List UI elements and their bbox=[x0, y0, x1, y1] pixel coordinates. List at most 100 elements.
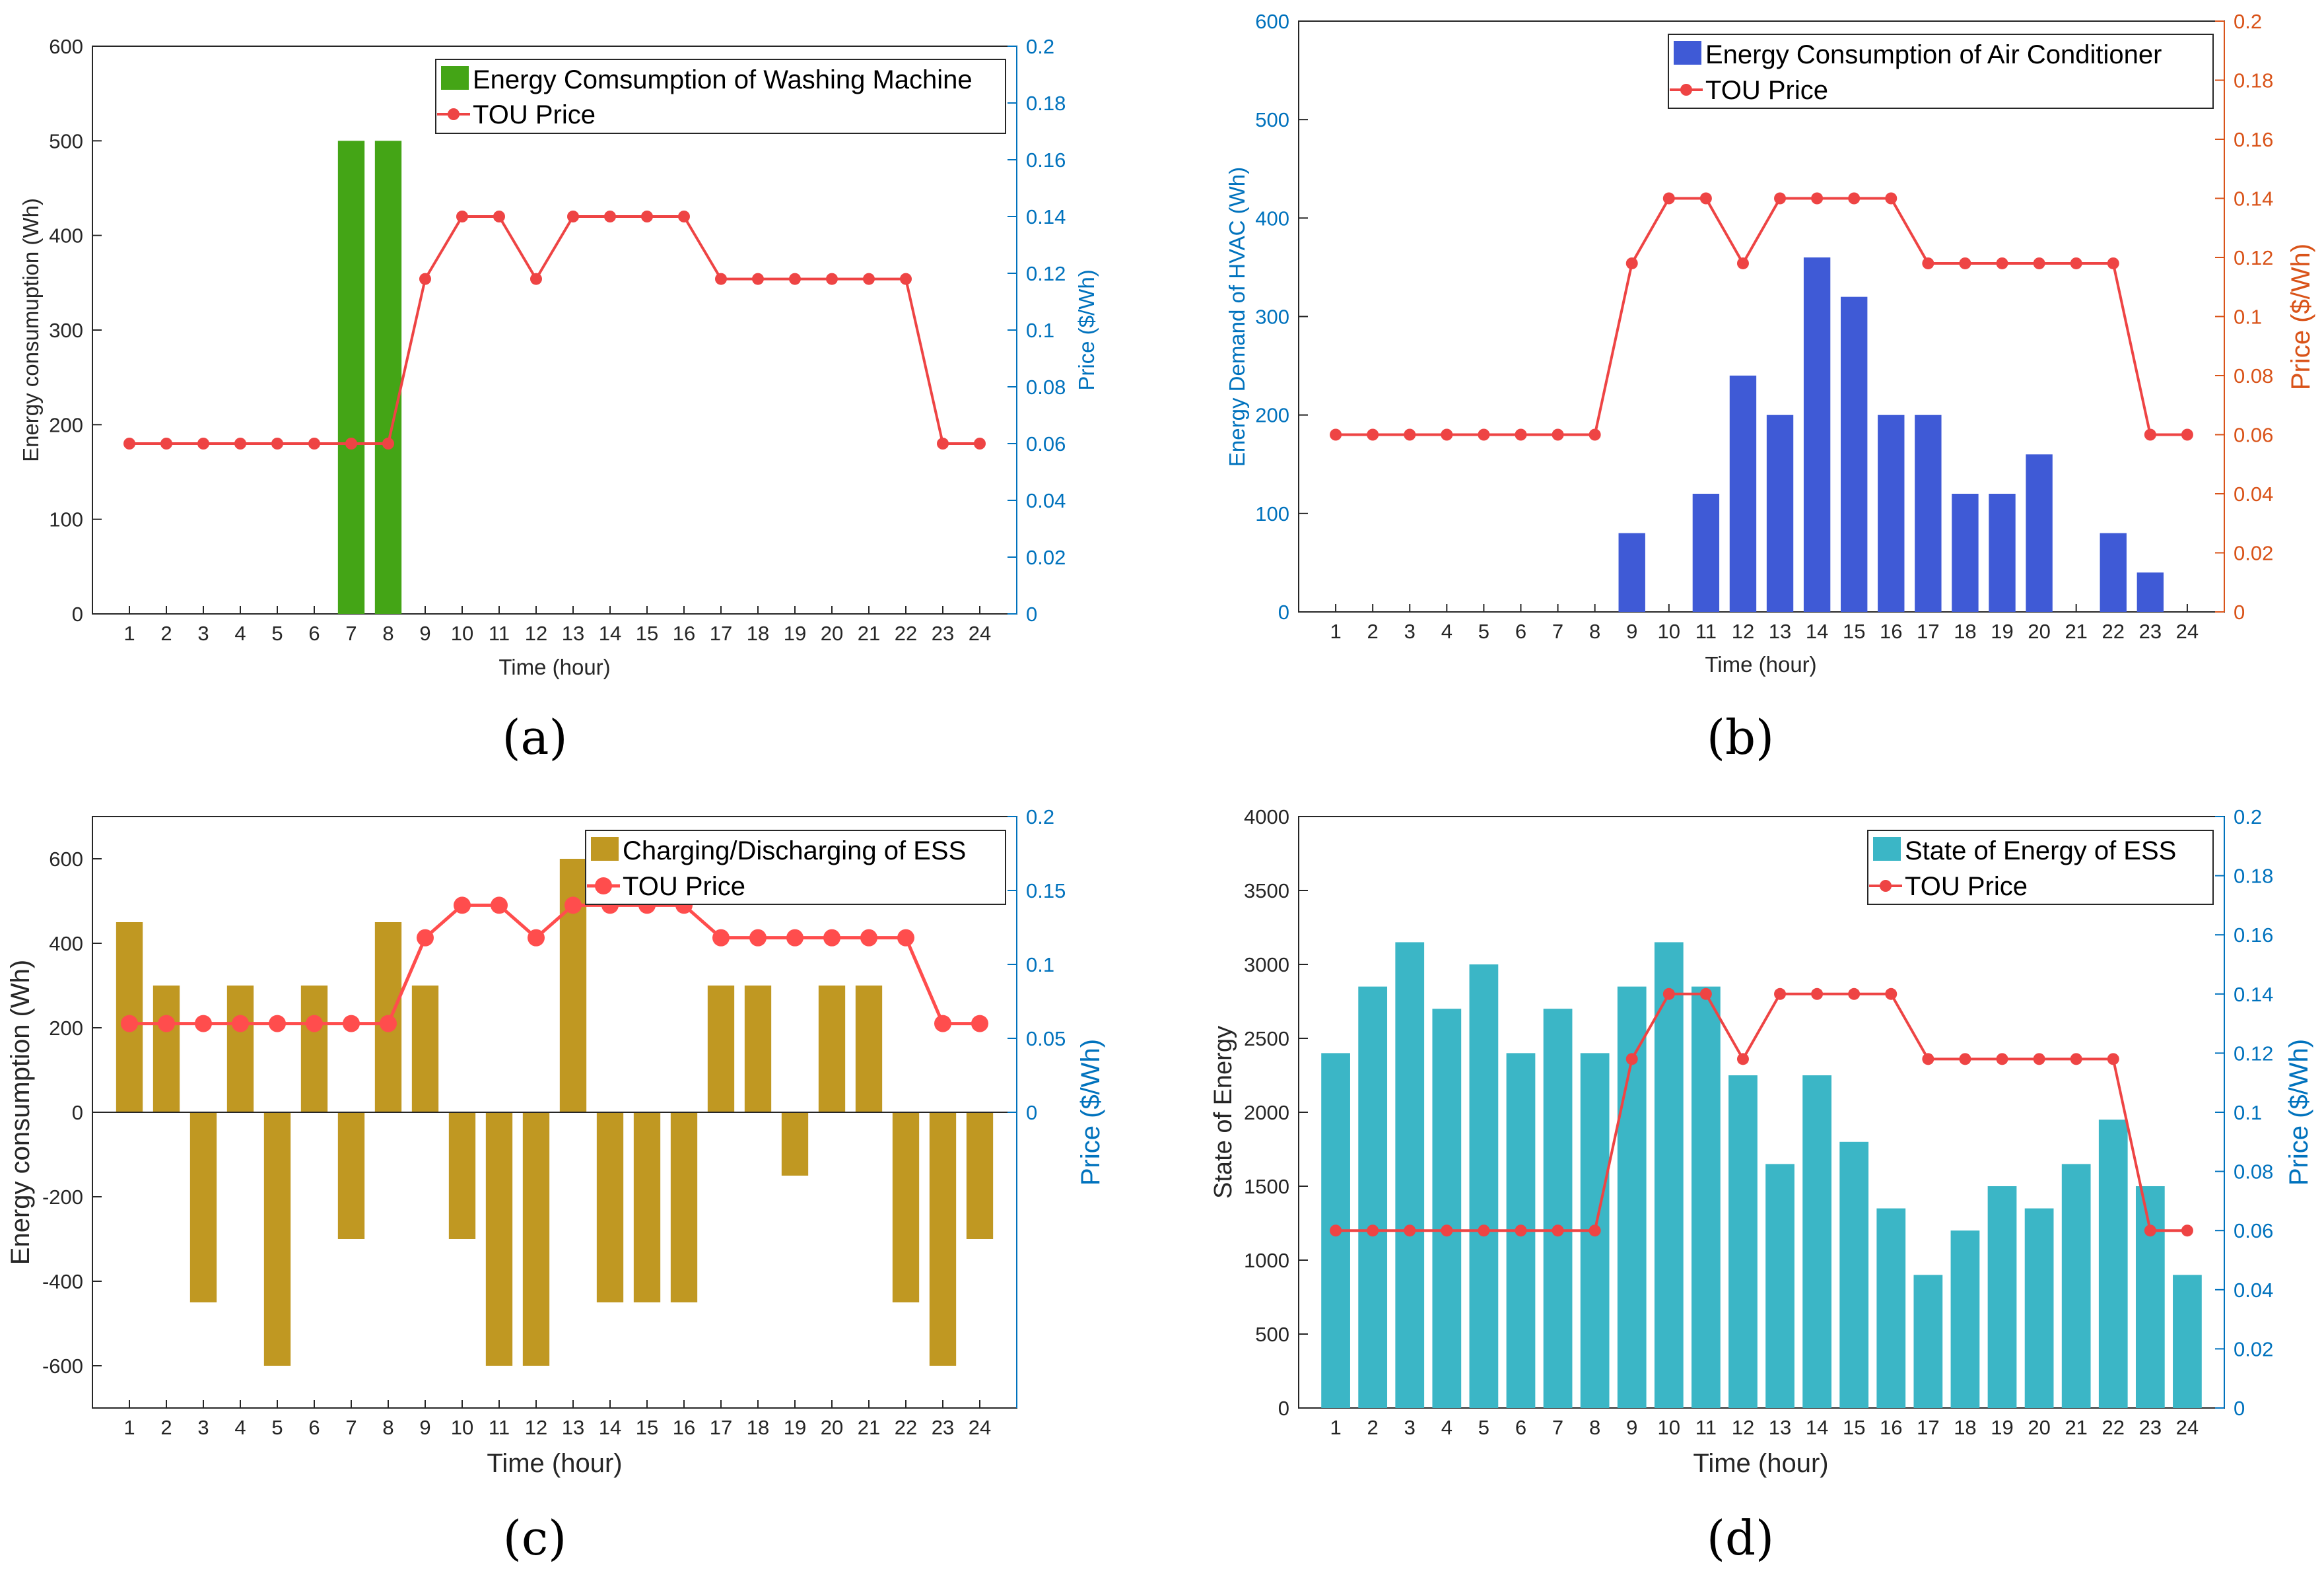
x-tick-label: 12 bbox=[525, 1416, 547, 1439]
x-tick-label: 14 bbox=[599, 1416, 621, 1439]
x-tick-label: 21 bbox=[2065, 1416, 2087, 1439]
bar bbox=[596, 1112, 624, 1302]
price-point bbox=[1736, 257, 1749, 269]
price-point bbox=[786, 929, 803, 947]
y2-tick-label: 0.18 bbox=[2234, 69, 2273, 92]
x-tick-label: 1 bbox=[1330, 620, 1341, 643]
x-tick-label: 12 bbox=[1732, 1416, 1754, 1439]
x-ticks: 1 2 3 4 5 6 7 8 9 10 11 12 13 14 15 16 17 18 19 20 21 22 23 24 bbox=[1330, 604, 2199, 643]
price-line-series bbox=[123, 211, 986, 450]
y2-tick-label: 0.02 bbox=[2234, 542, 2273, 565]
price-point bbox=[1552, 1224, 1564, 1237]
y2-tick-label: 0.2 bbox=[1026, 805, 1054, 828]
y2-tick-label: 0.2 bbox=[2234, 10, 2262, 33]
x-tick-label: 21 bbox=[858, 622, 880, 645]
x-tick-label: 6 bbox=[308, 622, 320, 645]
price-point bbox=[1699, 988, 1712, 1000]
legend: State of Energy of ESS TOU Price bbox=[1867, 830, 2214, 905]
bar bbox=[1989, 494, 2016, 612]
x-tick-label: 17 bbox=[1917, 620, 1939, 643]
y-tick-label: 300 bbox=[1255, 306, 1289, 329]
panel-caption: (c) bbox=[503, 1510, 567, 1566]
price-point bbox=[1478, 1224, 1490, 1237]
x-tick-label: 5 bbox=[1478, 620, 1489, 643]
x-tick-label: 2 bbox=[1367, 620, 1379, 643]
x-tick-label: 15 bbox=[1843, 1416, 1865, 1439]
legend-line-marker bbox=[595, 877, 612, 894]
y-axis-label: State of Energy bbox=[1210, 1026, 1237, 1199]
legend: Energy Comsumption of Washing Machine TO… bbox=[435, 59, 1006, 134]
x-tick-label: 20 bbox=[2028, 620, 2050, 643]
price-point bbox=[712, 929, 730, 947]
bar bbox=[2135, 1186, 2165, 1408]
bar bbox=[892, 1112, 920, 1302]
legend-box bbox=[435, 59, 1006, 134]
price-point bbox=[1699, 192, 1712, 205]
bar-series bbox=[337, 141, 402, 615]
x-tick-label: 16 bbox=[673, 622, 695, 645]
panel-caption: (b) bbox=[1707, 710, 1774, 765]
price-point bbox=[528, 929, 545, 947]
y2-tick-label: 0.12 bbox=[2234, 1042, 2273, 1065]
y-tick-label: 600 bbox=[1255, 10, 1289, 33]
price-point bbox=[752, 273, 764, 285]
legend-bar-swatch bbox=[441, 66, 469, 90]
y2-axis-label: Price ($/Wh) bbox=[1076, 1039, 1105, 1186]
y2-tick-label: 0.16 bbox=[1026, 149, 1066, 172]
price-point bbox=[749, 929, 767, 947]
x-tick-label: 11 bbox=[489, 622, 510, 645]
y-tick-label: 4000 bbox=[1244, 805, 1289, 828]
price-point bbox=[2033, 257, 2045, 269]
bar bbox=[744, 986, 772, 1112]
x-tick-label: 15 bbox=[636, 622, 658, 645]
x-tick-label: 23 bbox=[2139, 1416, 2162, 1439]
y2-tick-label: 0.04 bbox=[1026, 489, 1066, 512]
y2-tick-label: 0 bbox=[2234, 601, 2245, 624]
y2-tick-label: 0.08 bbox=[2234, 364, 2273, 387]
price-point bbox=[2070, 1053, 2082, 1065]
price-point bbox=[1996, 257, 2008, 269]
price-point bbox=[308, 438, 320, 450]
x-tick-label: 12 bbox=[1732, 620, 1754, 643]
price-point bbox=[1848, 192, 1861, 205]
x-tick-label: 3 bbox=[1404, 1416, 1416, 1439]
bar-series bbox=[92, 859, 1017, 1366]
price-point bbox=[863, 273, 875, 285]
left-axis-ticks: -600 -400 -200 0 200 400 600 bbox=[42, 848, 102, 1378]
y-axis-label: Energy consumption (Wh) bbox=[6, 960, 35, 1265]
legend: Charging/Discharging of ESS TOU Price bbox=[585, 830, 1006, 905]
y-tick-label: -400 bbox=[42, 1270, 83, 1293]
right-axis-ticks: 0 0.05 0.1 0.15 0.2 bbox=[1008, 805, 1066, 1408]
price-point bbox=[604, 211, 616, 222]
x-axis-label: Time (hour) bbox=[498, 655, 610, 679]
x-tick-label: 10 bbox=[1658, 620, 1680, 643]
price-point bbox=[1478, 428, 1490, 441]
legend-bar-swatch bbox=[591, 837, 619, 861]
bar bbox=[1803, 257, 1831, 612]
price-point bbox=[1922, 257, 1934, 269]
y2-tick-label: 0.02 bbox=[1026, 546, 1066, 569]
x-tick-label: 18 bbox=[1954, 620, 1976, 643]
y2-tick-label: 0.1 bbox=[2234, 1101, 2262, 1124]
price-point bbox=[641, 211, 653, 222]
price-point bbox=[417, 929, 434, 947]
x-tick-label: 22 bbox=[2102, 1416, 2125, 1439]
price-point bbox=[1589, 1224, 1601, 1237]
price-point bbox=[1367, 1224, 1379, 1237]
y2-tick-label: 0.16 bbox=[2234, 923, 2273, 947]
price-point bbox=[1736, 1053, 1749, 1065]
x-tick-label: 18 bbox=[747, 1416, 769, 1439]
x-tick-label: 7 bbox=[1552, 620, 1563, 643]
x-tick-label: 5 bbox=[1478, 1416, 1489, 1439]
price-point bbox=[1441, 428, 1453, 441]
legend-bar-label: Charging/Discharging of ESS bbox=[623, 836, 966, 865]
bar bbox=[1913, 1275, 1943, 1408]
price-point bbox=[454, 896, 471, 914]
bar bbox=[300, 986, 328, 1112]
price-point bbox=[1589, 428, 1601, 441]
price-point bbox=[232, 1015, 249, 1032]
price-point bbox=[564, 896, 582, 914]
price-point bbox=[345, 438, 357, 450]
x-tick-label: 10 bbox=[451, 622, 473, 645]
